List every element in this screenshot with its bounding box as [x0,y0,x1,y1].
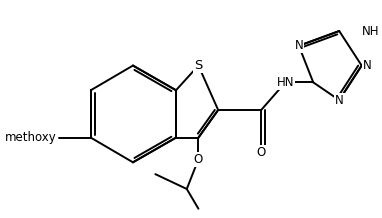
Text: O: O [194,153,203,166]
Text: HN: HN [277,76,294,89]
Text: methoxy: methoxy [5,131,57,144]
Text: N: N [295,39,303,52]
Text: O: O [257,146,266,159]
Text: NH: NH [362,24,379,37]
Text: S: S [194,59,202,72]
Text: N: N [363,59,372,72]
Text: N: N [335,94,343,107]
